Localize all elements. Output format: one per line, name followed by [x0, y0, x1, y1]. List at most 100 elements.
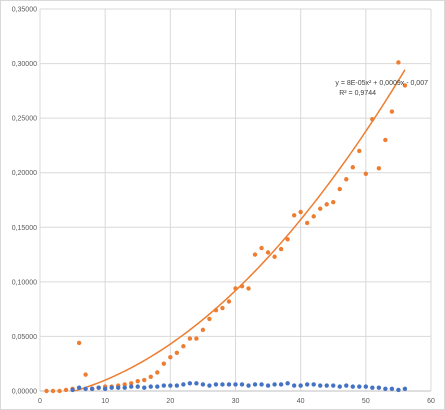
data-point: [122, 385, 127, 390]
x-tick-label: 60: [427, 398, 435, 405]
data-point: [239, 284, 245, 289]
data-point: [148, 384, 153, 389]
y-tick-label: 0,05000: [12, 334, 37, 341]
data-point: [370, 117, 375, 122]
grid-layer: [39, 8, 432, 392]
data-point: [187, 336, 193, 341]
data-point: [220, 305, 225, 311]
x-tick-label: 10: [101, 398, 109, 405]
y-tick-label: 0,25000: [12, 116, 37, 123]
data-point: [259, 245, 264, 251]
x-tick-label: 30: [232, 398, 240, 405]
data-point: [324, 202, 329, 207]
trendline-layer: [72, 69, 406, 392]
data-point: [44, 388, 49, 394]
data-point: [311, 214, 316, 219]
data-point: [318, 383, 323, 388]
data-point: [226, 382, 232, 387]
y-tick-label: 0,30000: [12, 61, 37, 68]
annotation-layer: y = 8E-05x² + 0,0009x - 0,007 R² = 0,974…: [335, 80, 428, 97]
data-point: [304, 220, 310, 226]
data-point: [376, 166, 382, 171]
data-point: [168, 354, 173, 360]
data-point: [402, 83, 408, 88]
data-point: [265, 383, 271, 388]
data-point: [76, 340, 82, 346]
data-point: [181, 382, 186, 387]
data-point: [187, 381, 193, 386]
data-point: [344, 383, 349, 388]
data-point: [246, 286, 251, 291]
trendline-r-squared: R² = 0,9744: [339, 90, 376, 97]
series-0: [44, 60, 408, 394]
data-point: [233, 286, 238, 291]
data-point: [233, 382, 238, 387]
data-point: [304, 382, 310, 387]
data-point: [389, 386, 395, 392]
data-point: [298, 209, 303, 215]
data-point: [174, 350, 180, 355]
data-point: [396, 387, 401, 393]
data-point: [213, 308, 219, 313]
data-point: [161, 383, 167, 388]
data-point: [331, 383, 336, 388]
data-point: [76, 385, 82, 390]
data-point: [96, 385, 101, 390]
data-point: [155, 370, 160, 375]
data-point: [135, 384, 140, 389]
data-point: [350, 165, 355, 170]
data-point: [200, 382, 206, 387]
data-point: [357, 148, 362, 154]
data-point: [116, 385, 121, 390]
data-point: [298, 383, 303, 388]
data-point: [291, 383, 297, 388]
data-point: [181, 344, 186, 349]
data-point: [389, 109, 395, 114]
series-1: [70, 381, 408, 393]
data-point: [402, 386, 408, 392]
data-point: [383, 137, 388, 143]
data-point: [265, 250, 271, 255]
data-point: [285, 237, 290, 242]
data-point: [291, 213, 297, 218]
data-point: [272, 382, 277, 387]
data-point: [194, 381, 199, 386]
data-point: [135, 378, 140, 384]
data-point: [357, 384, 362, 389]
data-point: [207, 383, 212, 388]
trendline: [72, 69, 406, 392]
data-point: [129, 381, 134, 386]
data-point: [311, 382, 316, 387]
data-point: [148, 374, 153, 380]
data-point: [109, 385, 114, 390]
data-point: [337, 186, 342, 192]
y-tick-label: 0,00000: [12, 389, 37, 396]
data-point: [89, 386, 95, 392]
data-point: [174, 383, 180, 388]
data-point: [155, 384, 160, 389]
data-point: [142, 385, 147, 390]
data-point: [122, 382, 127, 387]
data-point: [285, 381, 290, 386]
data-point: [376, 385, 382, 390]
data-point: [129, 384, 134, 389]
data-point: [213, 382, 219, 387]
data-point: [324, 383, 329, 388]
data-point: [278, 382, 284, 387]
tick-labels: 0,00000 0,05000 0,10000 0,15000 0,20000 0,250…: [12, 7, 435, 406]
data-point: [83, 386, 88, 392]
y-tick-label: 0,35000: [12, 7, 37, 14]
data-point: [83, 372, 88, 377]
data-point: [350, 384, 355, 389]
data-point: [70, 387, 75, 393]
x-tick-label: 50: [362, 398, 370, 405]
points-layer: [44, 60, 408, 394]
data-point: [331, 199, 336, 205]
data-point: [252, 382, 258, 387]
data-point: [278, 246, 284, 252]
data-point: [207, 316, 212, 322]
data-point: [363, 384, 369, 389]
data-point: [370, 385, 375, 390]
